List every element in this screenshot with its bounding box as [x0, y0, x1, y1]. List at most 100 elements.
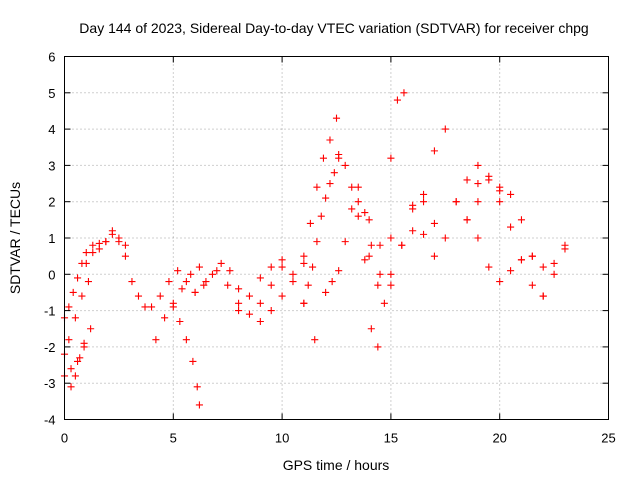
series-track-4 — [67, 339, 88, 391]
series-track-13 — [300, 154, 343, 307]
data-point — [108, 227, 116, 235]
data-point — [224, 281, 232, 289]
data-point — [178, 285, 186, 293]
data-point — [474, 180, 482, 188]
x-tick-label: 15 — [384, 431, 398, 446]
data-point — [474, 161, 482, 169]
data-point — [361, 256, 369, 264]
y-axis-label: SDTVAR / TECUs — [7, 182, 23, 294]
x-axis-label: GPS time / hours — [283, 457, 390, 473]
data-point — [195, 263, 203, 271]
data-point — [82, 259, 90, 267]
series-track-1 — [60, 230, 149, 322]
data-point — [517, 216, 526, 224]
data-point — [398, 241, 406, 249]
x-tick-labels: 0 5 10 15 20 25 — [61, 431, 616, 446]
data-point — [300, 299, 308, 307]
data-point — [419, 190, 428, 198]
data-point — [430, 219, 438, 228]
data-point — [539, 263, 547, 271]
data-point — [74, 274, 82, 282]
y-tick-label: 2 — [48, 195, 55, 210]
data-points — [60, 89, 569, 409]
data-point — [319, 154, 327, 162]
data-point — [387, 234, 395, 242]
data-point — [409, 227, 417, 235]
data-point — [419, 198, 428, 206]
series-track-19 — [409, 161, 504, 242]
data-point — [496, 198, 504, 206]
data-point — [208, 270, 217, 278]
data-point — [65, 303, 73, 311]
data-point — [348, 205, 356, 213]
x-tick-label: 5 — [170, 431, 177, 446]
data-point — [452, 198, 460, 206]
data-point — [193, 383, 201, 391]
data-point — [430, 252, 438, 260]
data-point — [341, 238, 349, 246]
data-point — [507, 190, 515, 198]
data-point — [463, 216, 471, 224]
data-point — [76, 354, 84, 362]
data-point — [245, 292, 254, 300]
x-tick-label: 0 — [61, 431, 68, 446]
data-point — [87, 325, 95, 333]
data-point — [354, 198, 362, 206]
data-point — [304, 281, 312, 289]
data-point — [121, 252, 129, 260]
data-point — [169, 303, 177, 311]
data-point — [89, 248, 97, 257]
y-tick-label: -2 — [44, 340, 56, 355]
data-point — [374, 343, 382, 351]
data-point — [217, 259, 225, 267]
data-point — [289, 278, 297, 286]
data-point — [165, 278, 173, 286]
chart-title: Day 144 of 2023, Sidereal Day-to-day VTE… — [79, 20, 588, 36]
series-track-22 — [496, 190, 569, 300]
data-point — [102, 238, 110, 246]
data-point — [539, 292, 547, 300]
data-point — [195, 401, 203, 409]
data-point — [115, 234, 123, 242]
data-point — [235, 299, 243, 307]
data-point — [213, 267, 221, 275]
data-point — [463, 176, 471, 184]
data-point — [309, 263, 317, 271]
data-point — [474, 234, 482, 242]
data-point — [335, 267, 343, 275]
data-point — [267, 281, 275, 289]
data-point — [128, 278, 136, 286]
y-tick-label: 3 — [48, 158, 55, 173]
data-point — [69, 288, 77, 296]
data-point — [200, 281, 208, 289]
plot-frame — [64, 56, 609, 420]
series-track-18 — [365, 201, 438, 289]
data-point — [256, 317, 264, 326]
data-point — [82, 248, 90, 257]
series-track-16 — [354, 89, 408, 249]
data-point — [202, 278, 210, 286]
data-point — [496, 183, 504, 191]
data-point — [174, 267, 182, 275]
y-tick-label: -3 — [44, 376, 56, 391]
data-point — [256, 299, 264, 307]
y-tick-labels: -4 -3 -2 -1 0 1 2 3 4 5 6 — [44, 50, 56, 428]
series-track-14 — [322, 183, 382, 296]
data-point — [226, 267, 234, 275]
data-point — [182, 278, 190, 286]
data-point — [235, 307, 243, 315]
data-point — [328, 278, 336, 286]
series-track-5 — [82, 227, 129, 267]
data-point — [306, 219, 314, 228]
y-tick-label: -1 — [44, 304, 56, 319]
x-tick-label: 10 — [275, 431, 289, 446]
data-point — [348, 183, 356, 191]
data-point — [326, 180, 334, 188]
data-point — [313, 183, 321, 191]
data-point — [496, 278, 504, 286]
data-point — [71, 372, 79, 380]
grid-lines — [64, 56, 609, 420]
data-point — [189, 357, 197, 365]
data-point — [387, 281, 395, 289]
data-point — [441, 125, 449, 133]
